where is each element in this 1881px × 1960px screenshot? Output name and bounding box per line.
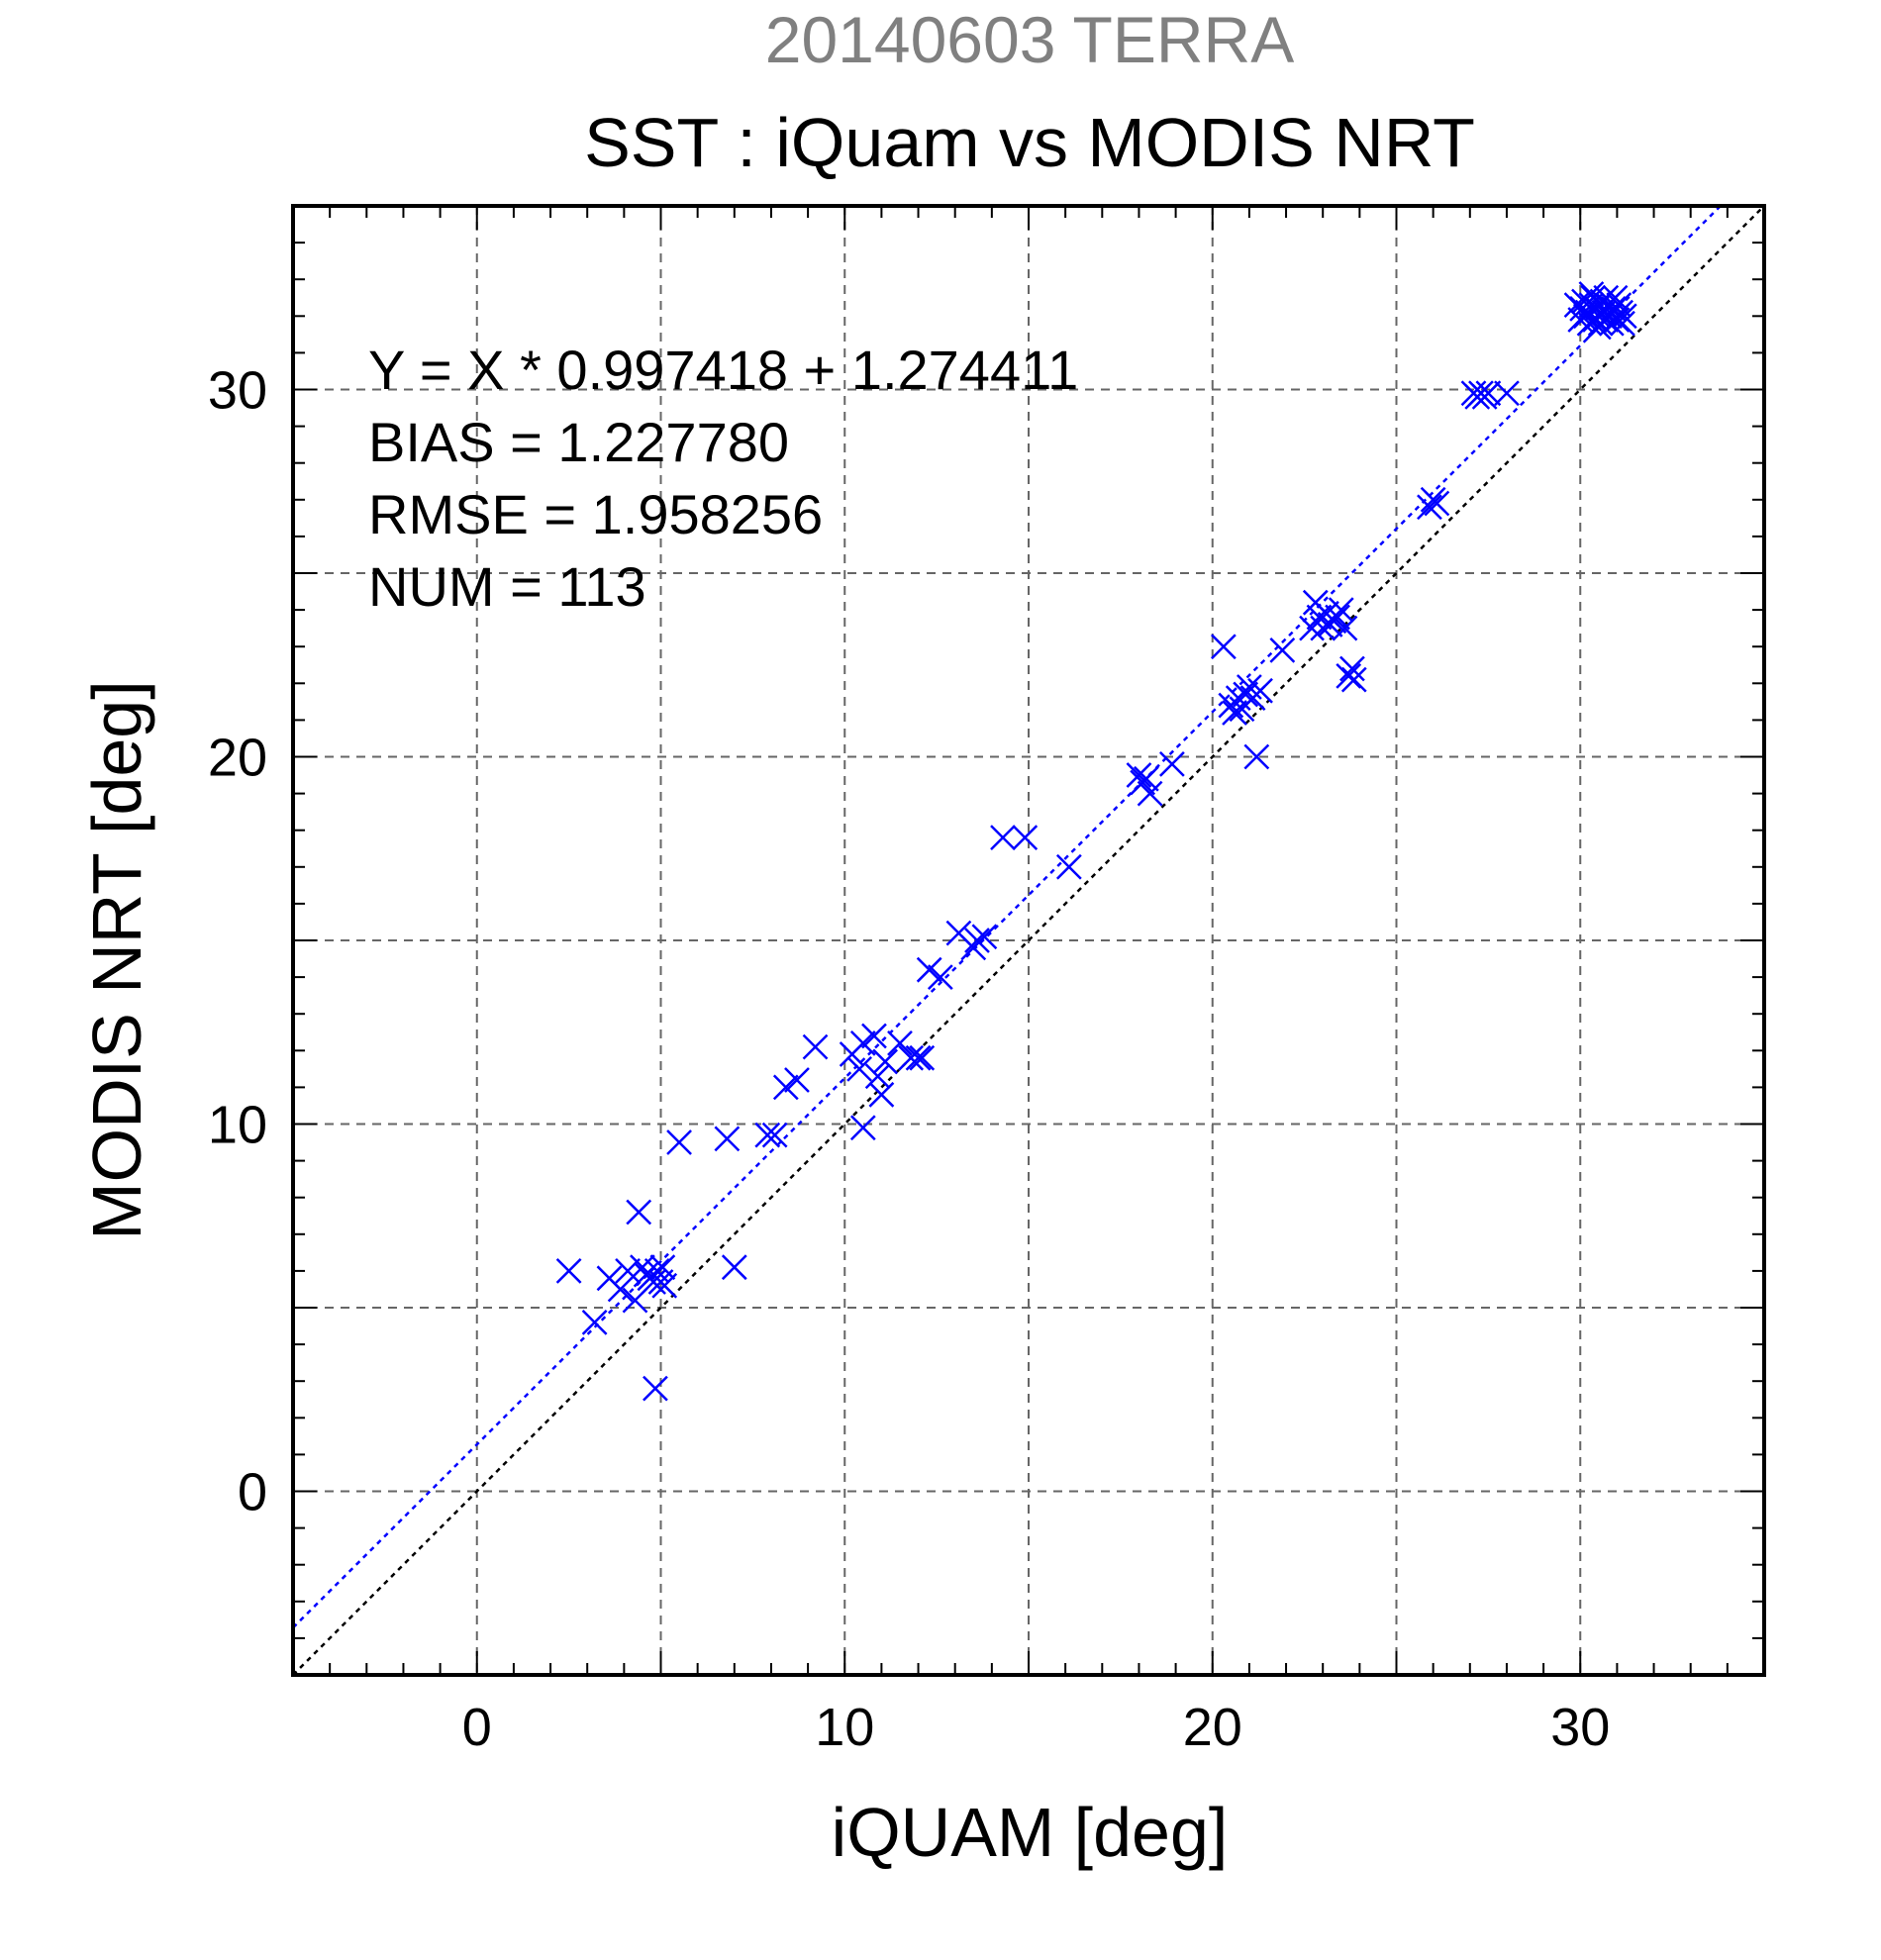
- data-point: [868, 1081, 895, 1108]
- data-point: [714, 1126, 741, 1152]
- data-point: [784, 1067, 810, 1093]
- data-point: [1475, 380, 1502, 407]
- data-point: [1137, 780, 1163, 807]
- data-point: [1339, 655, 1365, 682]
- axis-ticks: [292, 205, 1765, 1676]
- data-point: [1012, 825, 1039, 851]
- data-point: [651, 1272, 678, 1299]
- data-point: [1585, 314, 1612, 341]
- data-point: [1325, 604, 1350, 631]
- chart-suptitle: 20140603 TERRA: [765, 3, 1294, 76]
- data-point: [887, 1029, 913, 1056]
- data-point: [1126, 762, 1152, 788]
- data-point: [990, 825, 1016, 851]
- data-point: [849, 1029, 876, 1056]
- data-point: [721, 1254, 747, 1281]
- data-point: [872, 1048, 898, 1075]
- data-point: [1602, 284, 1629, 311]
- tick-labels: 0 10 20 30 0 10 20 30: [208, 361, 1610, 1758]
- data-point: [1328, 597, 1354, 623]
- x-tick-label: 10: [815, 1698, 874, 1757]
- data-point: [964, 928, 990, 953]
- data-point: [849, 1115, 876, 1141]
- y-tick-label: 30: [208, 361, 267, 421]
- data-point: [971, 924, 998, 950]
- data-point: [1336, 662, 1362, 689]
- y-tick-label: 20: [208, 729, 267, 788]
- stats-bias: BIAS = 1.227780: [368, 411, 789, 473]
- data-point: [1424, 490, 1450, 517]
- data-point: [927, 964, 953, 990]
- grid-lines: [293, 206, 1764, 1675]
- data-point: [581, 1309, 608, 1335]
- data-point: [1593, 284, 1620, 311]
- data-point: [1417, 494, 1442, 521]
- data-point: [607, 1276, 634, 1303]
- data-point: [555, 1258, 582, 1284]
- data-point: [1055, 853, 1082, 880]
- data-point: [898, 1044, 925, 1071]
- data-point: [761, 1122, 788, 1148]
- y-axis-label: MODIS NRT [deg]: [78, 680, 155, 1239]
- data-point: [1233, 681, 1259, 708]
- x-tick-label: 30: [1550, 1698, 1610, 1757]
- x-tick-label: 20: [1183, 1698, 1242, 1757]
- reference-lines: [293, 206, 1764, 1675]
- data-point: [909, 1044, 936, 1071]
- data-point: [1159, 751, 1185, 777]
- data-point: [626, 1199, 652, 1225]
- data-point: [916, 956, 942, 983]
- data-point: [846, 1055, 872, 1082]
- data-point: [643, 1375, 668, 1402]
- x-axis-label: iQUAM [deg]: [832, 1794, 1229, 1871]
- data-point: [1269, 637, 1296, 663]
- x-tick-label: 0: [462, 1698, 492, 1757]
- data-point: [905, 1044, 932, 1071]
- data-point: [1247, 677, 1273, 704]
- data-point: [1222, 700, 1247, 726]
- data-point: [1610, 310, 1635, 337]
- data-point: [772, 1074, 799, 1101]
- data-point: [1494, 380, 1520, 407]
- data-point: [615, 1258, 641, 1284]
- stats-rmse: RMSE = 1.958256: [368, 483, 823, 545]
- stats-regression: Y = X * 0.997418 + 1.274411: [368, 339, 1078, 401]
- data-point: [1340, 666, 1367, 693]
- data-point: [1243, 743, 1270, 770]
- data-points: [555, 281, 1637, 1402]
- data-point: [1211, 634, 1237, 660]
- data-point: [1133, 765, 1159, 792]
- data-point: [754, 1122, 781, 1148]
- data-point: [861, 1023, 887, 1049]
- data-point: [802, 1033, 829, 1060]
- stats-num: NUM = 113: [368, 555, 646, 618]
- y-tick-label: 10: [208, 1096, 267, 1155]
- data-point: [666, 1129, 692, 1155]
- data-point: [630, 1254, 655, 1281]
- data-point: [1332, 615, 1358, 641]
- chart-title: SST : iQuam vs MODIS NRT: [584, 104, 1475, 181]
- y-tick-label: 0: [238, 1463, 267, 1522]
- stats-block: Y = X * 0.997418 + 1.274411 BIAS = 1.227…: [368, 339, 1078, 618]
- identity-line: [293, 206, 1764, 1675]
- data-point: [1578, 281, 1605, 307]
